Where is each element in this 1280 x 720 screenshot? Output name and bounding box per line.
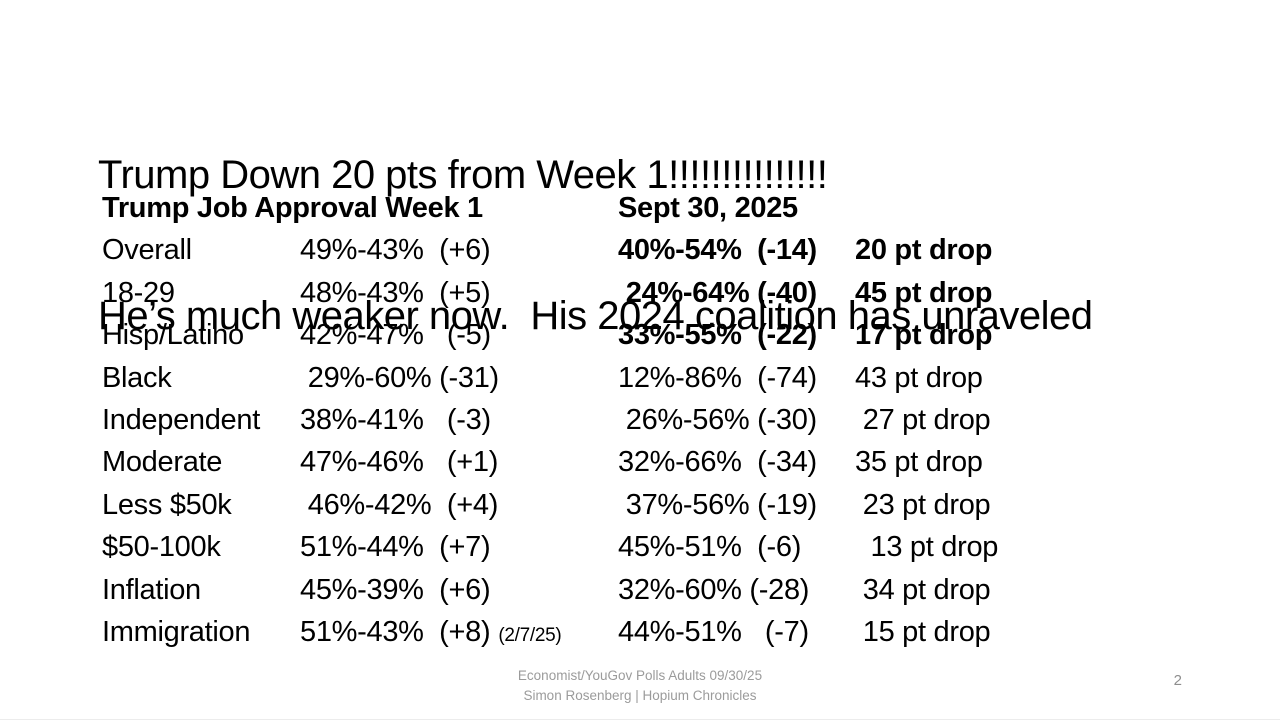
table-row: Immigration 51%-43% (+8) (2/7/25) 44%-51%… — [102, 611, 998, 653]
row-label: Hisp/Latino — [102, 319, 244, 352]
title-line-1: Trump Down 20 pts from Week 1!!!!!!!!!!!… — [98, 153, 828, 197]
row-sept-values: 40%-54% (-14) — [618, 234, 817, 267]
row-label: Immigration — [102, 615, 251, 648]
row-sept-values: 12%-86% (-74) — [618, 361, 817, 394]
table-row: Inflation 45%-39% (+6) 32%-60% (-28) 34 … — [102, 569, 998, 611]
page-number: 2 — [1173, 672, 1182, 689]
table-row: Moderate 47%-46% (+1) 32%-66% (-34) 35 p… — [102, 441, 998, 483]
row-week1-values: 42%-47% (-5) — [300, 314, 618, 356]
row-sept-values: 32%-66% (-34) — [618, 446, 817, 479]
row-drop: 17 pt drop — [855, 319, 993, 352]
table-rows: Overall 49%-43% (+6) 40%-54% (-14) 20 pt… — [102, 229, 998, 653]
row-sept-values: 45%-51% (-6) — [618, 531, 802, 564]
row-sept-values: 26%-56% (-30) — [618, 403, 817, 436]
row-drop: 34 pt drop — [855, 573, 991, 606]
row-week1-values: 47%-46% (+1) — [300, 441, 618, 483]
row-week1-text: 29%-60% (-31) — [300, 361, 499, 394]
row-drop: 35 pt drop — [855, 446, 983, 479]
row-label: Black — [102, 361, 172, 394]
row-label: Inflation — [102, 573, 201, 606]
row-label: Independent — [102, 403, 260, 436]
row-week1-text: 45%-39% (+6) — [300, 573, 491, 606]
table-row: $50-100k 51%-44% (+7) 45%-51% (-6) 13 pt… — [102, 526, 998, 568]
table-row: Independent 38%-41% (-3) 26%-56% (-30) 2… — [102, 399, 998, 441]
row-drop: 45 pt drop — [855, 276, 993, 309]
row-week1-values: 51%-43% (+8) (2/7/25) — [300, 611, 618, 657]
table-row: Black 29%-60% (-31) 12%-86% (-74) 43 pt … — [102, 357, 998, 399]
row-drop: 15 pt drop — [855, 615, 991, 648]
table-row: Hisp/Latino 42%-47% (-5) 33%-55% (-22) 1… — [102, 314, 998, 356]
row-week1-values: 51%-44% (+7) — [300, 526, 618, 568]
row-week1-text: 51%-44% (+7) — [300, 531, 491, 564]
row-week1-values: 49%-43% (+6) — [300, 229, 618, 271]
row-drop: 43 pt drop — [855, 361, 983, 394]
row-week1-values: 45%-39% (+6) — [300, 569, 618, 611]
row-label: 18-29 — [102, 276, 175, 309]
slide-title: Trump Down 20 pts from Week 1!!!!!!!!!!!… — [98, 58, 1093, 434]
row-week1-text: 46%-42% (+4) — [300, 488, 499, 521]
table-header-sept: Sept 30, 2025 — [618, 192, 798, 224]
table-header-row: Trump Job Approval Week 1 Sept 30, 2025 — [102, 187, 998, 229]
row-drop: 20 pt drop — [855, 234, 993, 267]
row-week1-values: 29%-60% (-31) — [300, 357, 618, 399]
row-drop: 27 pt drop — [855, 403, 991, 436]
row-week1-values: 46%-42% (+4) — [300, 484, 618, 526]
row-sept-values: 44%-51% (-7) — [618, 615, 809, 648]
row-date-note: (2/7/25) — [498, 624, 562, 646]
poll-table: Trump Job Approval Week 1 Sept 30, 2025 … — [102, 187, 998, 653]
row-week1-text: 48%-43% (+5) — [300, 276, 491, 309]
row-week1-text: 42%-47% (-5) — [300, 319, 491, 352]
footer-line-1: Economist/YouGov Polls Adults 09/30/25 — [517, 668, 763, 683]
row-week1-text: 47%-46% (+1) — [300, 446, 499, 479]
table-row: Overall 49%-43% (+6) 40%-54% (-14) 20 pt… — [102, 229, 998, 271]
row-sept-values: 37%-56% (-19) — [618, 488, 817, 521]
row-label: Moderate — [102, 446, 223, 479]
table-row: Less $50k 46%-42% (+4) 37%-56% (-19) 23 … — [102, 484, 998, 526]
footer-caption: Economist/YouGov Polls Adults 09/30/25 S… — [0, 666, 1280, 706]
row-week1-text: 38%-41% (-3) — [300, 403, 491, 436]
row-week1-text: 51%-43% (+8) — [300, 615, 491, 648]
row-sept-values: 32%-60% (-28) — [618, 573, 810, 606]
row-label: Overall — [102, 234, 192, 267]
footer-line-2: Simon Rosenberg | Hopium Chronicles — [523, 688, 757, 703]
title-line-2: He’s much weaker now. His 2024 coalition… — [98, 294, 1093, 338]
row-week1-text: 49%-43% (+6) — [300, 234, 491, 267]
row-sept-values: 33%-55% (-22) — [618, 319, 817, 352]
table-header-week1: Trump Job Approval Week 1 — [102, 192, 483, 224]
row-drop: 13 pt drop — [855, 531, 999, 564]
row-label: $50-100k — [102, 531, 221, 564]
row-week1-values: 38%-41% (-3) — [300, 399, 618, 441]
row-label: Less $50k — [102, 488, 232, 521]
table-row: 18-29 48%-43% (+5) 24%-64% (-40) 45 pt d… — [102, 272, 998, 314]
row-drop: 23 pt drop — [855, 488, 991, 521]
row-week1-values: 48%-43% (+5) — [300, 272, 618, 314]
row-sept-values: 24%-64% (-40) — [618, 276, 817, 309]
